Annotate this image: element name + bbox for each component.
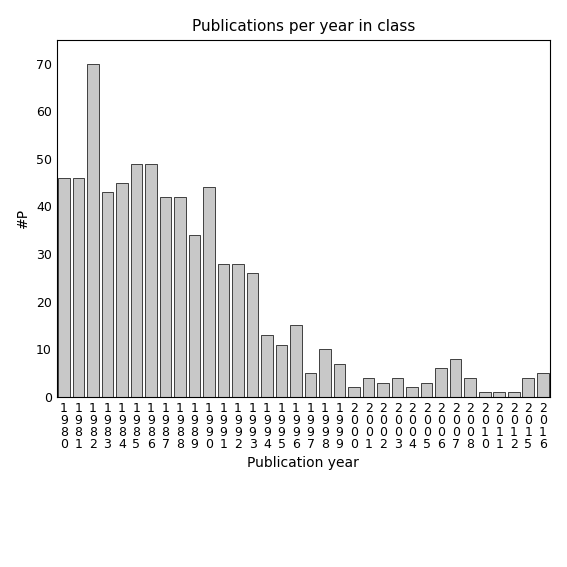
Bar: [160, 197, 171, 397]
Bar: [479, 392, 490, 397]
Bar: [378, 383, 389, 397]
Bar: [392, 378, 404, 397]
Bar: [537, 373, 548, 397]
Bar: [276, 345, 287, 397]
Bar: [261, 335, 273, 397]
Bar: [247, 273, 259, 397]
Bar: [218, 264, 229, 397]
Bar: [87, 64, 99, 397]
Bar: [363, 378, 374, 397]
Title: Publications per year in class: Publications per year in class: [192, 19, 415, 35]
Bar: [508, 392, 519, 397]
X-axis label: Publication year: Publication year: [247, 456, 359, 470]
Bar: [450, 359, 462, 397]
Bar: [290, 325, 302, 397]
Bar: [58, 178, 70, 397]
Bar: [189, 235, 200, 397]
Bar: [522, 378, 534, 397]
Bar: [348, 387, 360, 397]
Bar: [493, 392, 505, 397]
Bar: [305, 373, 316, 397]
Bar: [334, 363, 345, 397]
Bar: [421, 383, 433, 397]
Bar: [145, 163, 157, 397]
Bar: [232, 264, 244, 397]
Bar: [435, 369, 447, 397]
Bar: [130, 163, 142, 397]
Bar: [116, 183, 128, 397]
Bar: [464, 378, 476, 397]
Bar: [319, 349, 331, 397]
Bar: [101, 192, 113, 397]
Y-axis label: #P: #P: [16, 208, 30, 229]
Bar: [174, 197, 186, 397]
Bar: [73, 178, 84, 397]
Bar: [203, 187, 215, 397]
Bar: [407, 387, 418, 397]
